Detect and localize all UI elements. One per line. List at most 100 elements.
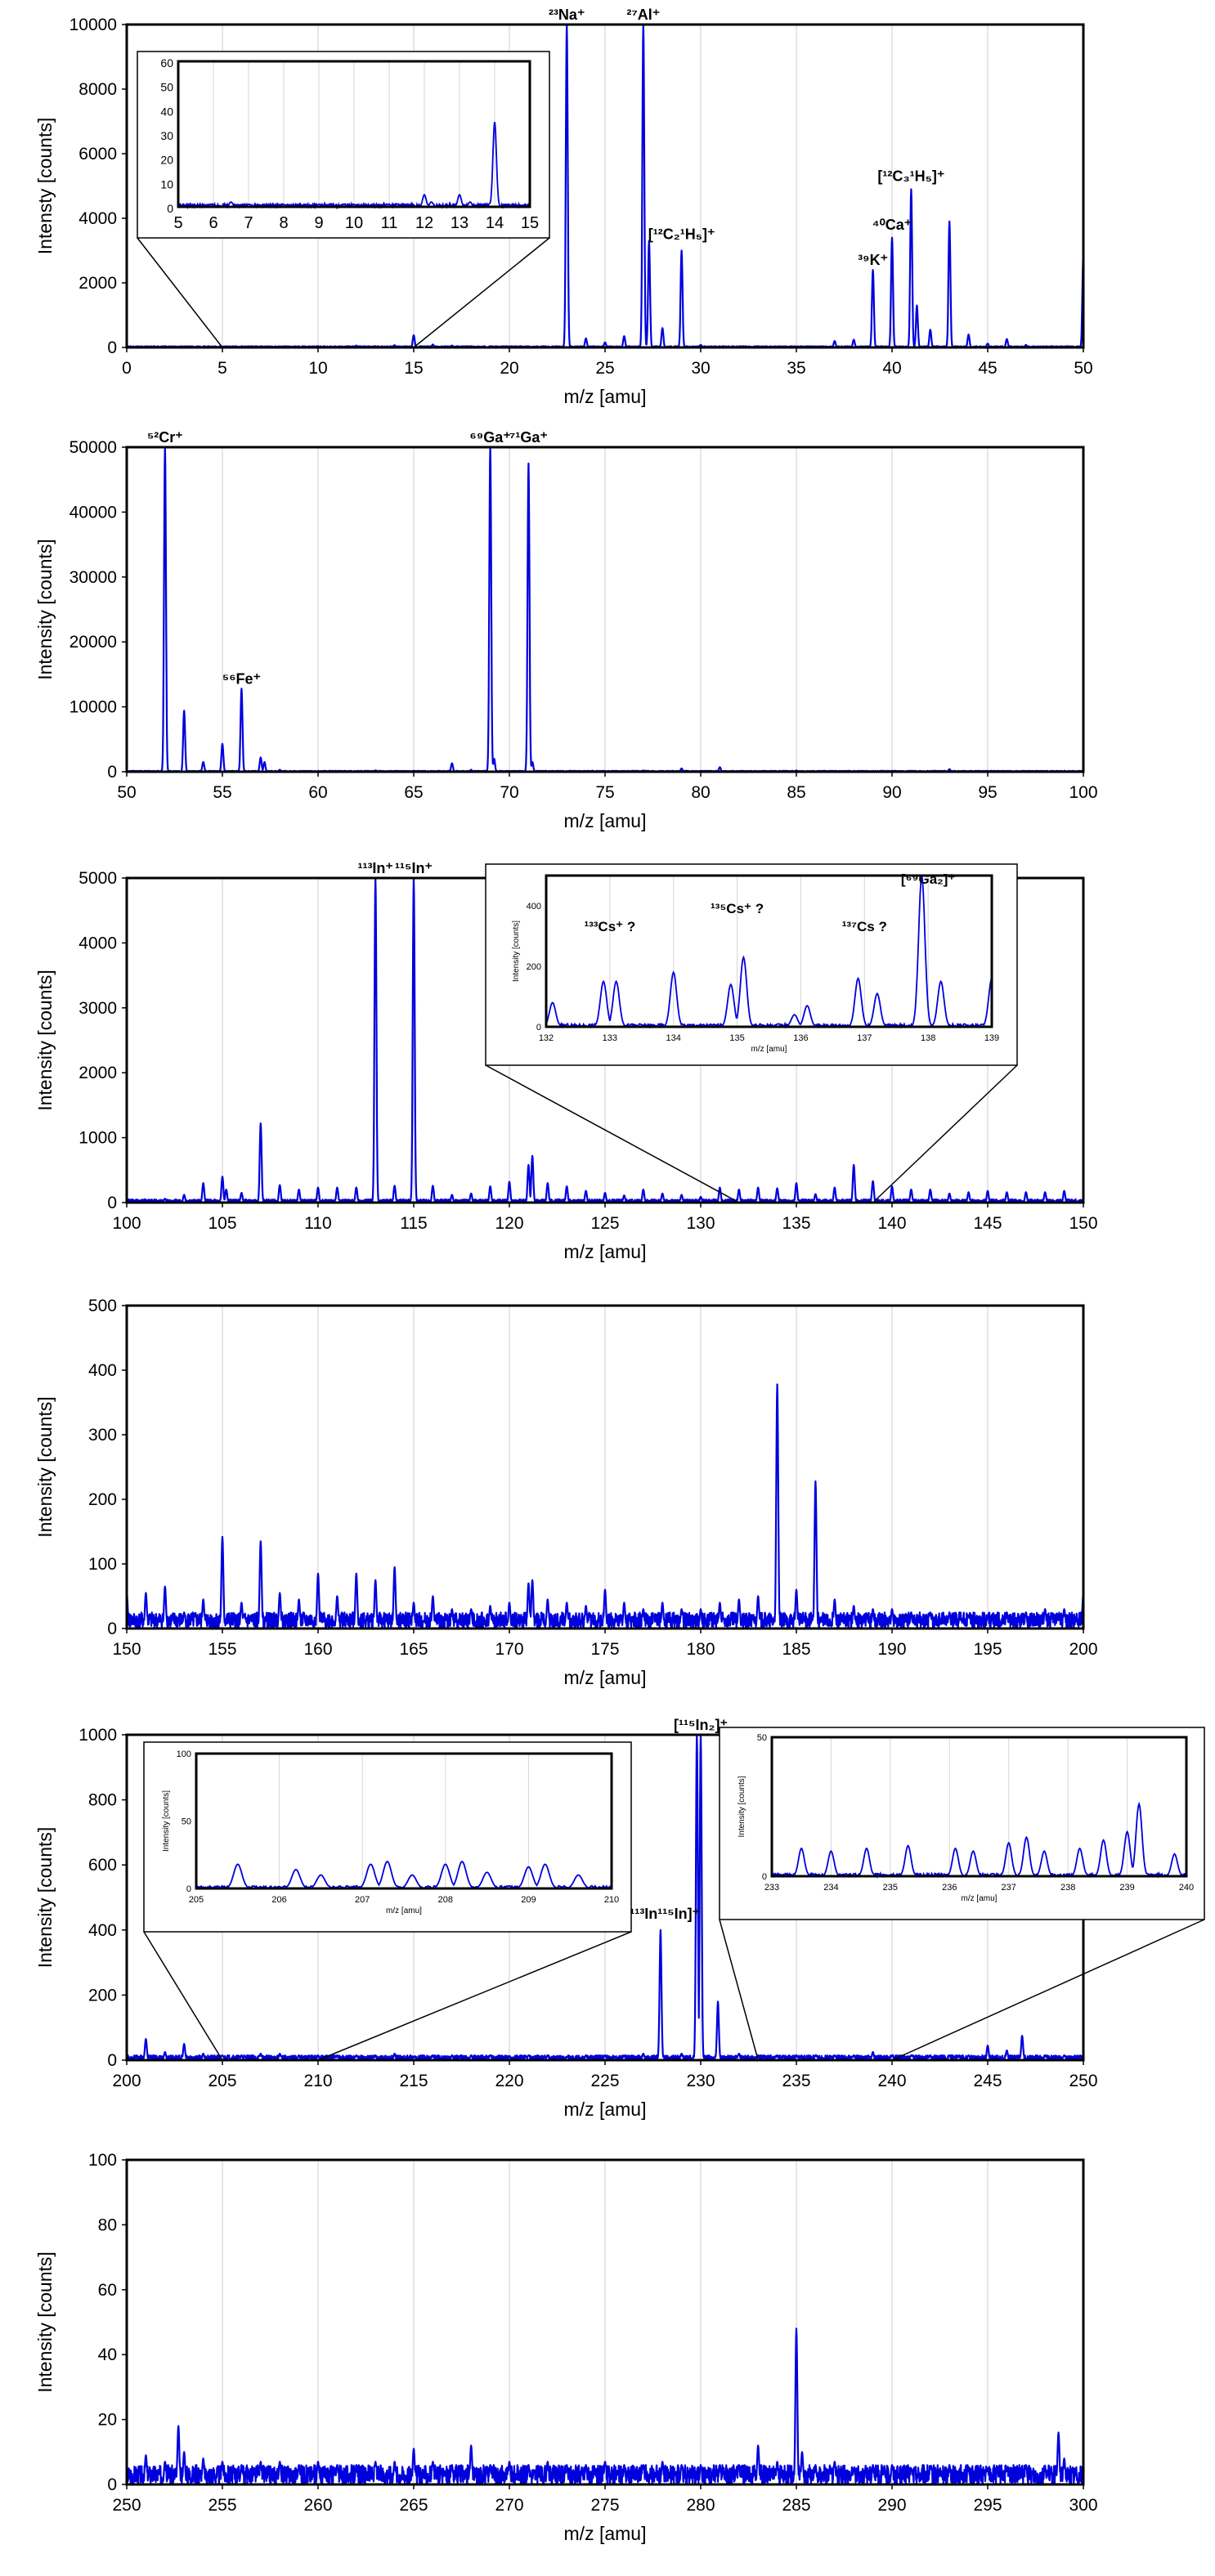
inset-connector (872, 1064, 1018, 1203)
peak-annotation: ⁵²Cr⁺ (147, 429, 183, 446)
x-tick-label: 100 (1069, 783, 1097, 802)
x-tick-label: 50 (1074, 359, 1092, 378)
peak-annotation: ⁶⁹Ga⁺ (469, 429, 510, 446)
x-tick-label: 225 (590, 2072, 619, 2090)
inset-x-tick-label: 205 (189, 1895, 204, 1905)
y-tick-label: 0 (107, 1194, 117, 1212)
x-tick-label: 105 (208, 1214, 236, 1233)
x-tick-label: 210 (303, 2072, 332, 2090)
peak-annotation: ⁴⁰Ca⁺ (872, 217, 912, 233)
inset-x-tick-label: 15 (521, 214, 539, 232)
y-axis-title: Intensity [counts] (34, 1396, 56, 1538)
y-tick-label: 8000 (78, 80, 117, 99)
inset-connector (137, 237, 223, 348)
x-tick-label: 220 (495, 2072, 523, 2090)
inset-frame (545, 874, 993, 1028)
x-tick-label: 200 (112, 2072, 141, 2090)
x-tick-label: 85 (787, 783, 805, 802)
x-tick-label: 200 (1069, 1640, 1097, 1659)
x-tick-label: 245 (973, 2072, 1002, 2090)
y-tick-label: 20 (98, 2411, 117, 2430)
x-axis-title: m/z [amu] (564, 810, 647, 831)
y-axis-title: Intensty [counts] (34, 118, 56, 254)
x-tick-label: 265 (399, 2496, 428, 2515)
x-tick-label: 280 (686, 2496, 715, 2515)
x-tick-label: 205 (208, 2072, 236, 2090)
inset-x-tick-label: 6 (208, 214, 217, 232)
y-tick-label: 0 (107, 2475, 117, 2494)
y-tick-label: 100 (88, 2151, 117, 2170)
inset-x-axis-title: m/z [amu] (962, 1894, 998, 1903)
chart-panel-5: 200 205 210 215 220 225 230 235 240 245 250 0 200 400… (34, 1717, 1205, 2120)
inset-x-tick-label: 209 (521, 1895, 536, 1905)
x-tick-label: 175 (590, 1640, 619, 1659)
inset-box (137, 51, 550, 239)
x-tick-label: 115 (400, 1214, 427, 1233)
inset-peak-annotation: ¹³³Cs⁺ ? (584, 919, 635, 934)
inset-x-tick-label: 138 (921, 1033, 935, 1043)
inset-connector (891, 1919, 1205, 2061)
inset-y-tick-label: 400 (527, 902, 541, 912)
y-tick-label: 400 (88, 1921, 117, 1940)
x-tick-label: 295 (973, 2496, 1002, 2515)
inset-y-tick-label: 100 (177, 1749, 191, 1759)
inset-x-tick-label: 14 (486, 214, 504, 232)
x-tick-label: 190 (877, 1640, 906, 1659)
x-tick-label: 35 (787, 359, 805, 378)
y-tick-label: 0 (107, 1620, 117, 1638)
peak-annotation: ¹¹³In⁺ (357, 860, 392, 876)
y-tick-label: 300 (88, 1426, 117, 1445)
inset-x-tick-label: 7 (244, 214, 253, 232)
x-tick-label: 10 (308, 359, 327, 378)
inset-x-tick-label: 11 (381, 214, 398, 232)
y-tick-label: 600 (88, 1856, 117, 1875)
x-tick-label: 195 (973, 1640, 1002, 1659)
inset-connector (485, 1064, 740, 1203)
x-tick-label: 240 (877, 2072, 906, 2090)
inset-y-tick-label: 50 (182, 1817, 191, 1826)
inset-box (719, 1727, 1205, 1920)
peak-annotation: [¹¹³In¹¹⁵In]⁺ (625, 1906, 700, 1922)
x-tick-label: 130 (686, 1214, 715, 1233)
inset-y-tick-label: 0 (186, 1884, 191, 1894)
x-tick-label: 120 (495, 1214, 523, 1233)
x-tick-label: 70 (500, 783, 518, 802)
y-tick-label: 500 (88, 1297, 117, 1315)
inset-peak-annotation: ¹³⁷Cs ? (842, 919, 887, 934)
x-tick-label: 125 (590, 1214, 619, 1233)
y-tick-label: 5000 (78, 869, 117, 888)
inset-box (143, 1741, 632, 1933)
x-tick-label: 30 (691, 359, 710, 378)
x-tick-label: 45 (978, 359, 997, 378)
inset-connector (317, 1931, 632, 2061)
x-tick-label: 250 (1069, 2072, 1097, 2090)
inset-x-tick-label: 13 (451, 214, 469, 232)
y-tick-label: 40000 (69, 503, 117, 522)
x-axis-title: m/z [amu] (564, 1241, 647, 1262)
y-tick-label: 100 (88, 1555, 117, 1574)
peak-annotation: [¹¹⁵In₂]⁺ (674, 1717, 728, 1733)
chart-panel-1: 0 5 10 15 20 25 30 35 40 45 5002000400060008000100… (34, 7, 1093, 407)
x-tick-label: 60 (308, 783, 327, 802)
y-tick-label: 10000 (69, 698, 117, 717)
inset-frame (195, 1752, 613, 1890)
y-tick-label: 20000 (69, 633, 117, 652)
inset-y-tick-label: 0 (762, 1872, 767, 1882)
y-tick-label: 6000 (78, 145, 117, 164)
inset-y-axis-title: Intensity [counts] (512, 921, 521, 982)
peak-annotation: [¹²C₂¹H₅]⁺ (648, 226, 715, 243)
x-tick-label: 65 (404, 783, 423, 802)
y-tick-label: 40 (98, 2345, 117, 2364)
inset-x-tick-label: 234 (823, 1883, 838, 1893)
y-tick-label: 80 (98, 2215, 117, 2234)
peak-annotation: [¹²C₃¹H₅]⁺ (877, 168, 944, 185)
inset-y-tick-label: 50 (757, 1733, 767, 1743)
y-tick-label: 400 (88, 1361, 117, 1380)
inset-connector (143, 1931, 223, 2061)
inset-y-tick-label: 60 (160, 56, 173, 69)
inset-x-tick-label: 208 (438, 1895, 453, 1905)
x-tick-label: 170 (495, 1640, 523, 1659)
inset-box (485, 863, 1018, 1066)
x-tick-label: 90 (882, 783, 901, 802)
inset-x-tick-label: 210 (604, 1895, 619, 1905)
